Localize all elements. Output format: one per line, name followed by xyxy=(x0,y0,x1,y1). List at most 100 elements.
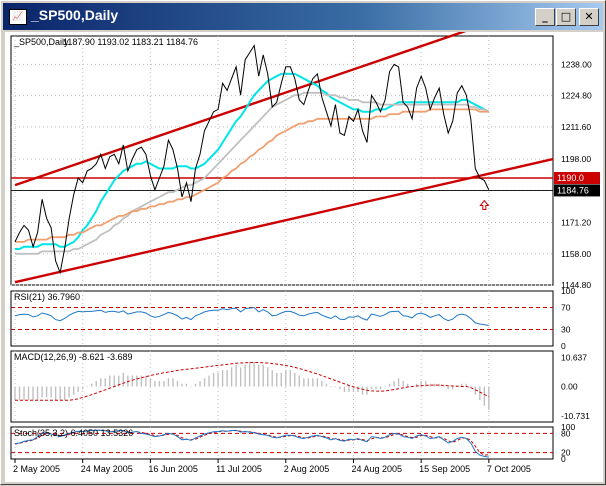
macd-histogram-bar xyxy=(461,383,463,387)
macd-histogram-bar xyxy=(257,364,260,387)
rsi-title: RSI(21) 36.7960 xyxy=(14,292,80,302)
stoch-title: Stoch(35,3,2) 6.4050 13.5326 xyxy=(14,428,133,438)
minimize-button[interactable]: _ xyxy=(535,8,555,26)
rsi-y-tick-label: 70 xyxy=(561,303,571,313)
macd-histogram-bar xyxy=(194,383,197,387)
macd-histogram-bar xyxy=(402,381,404,387)
price-close-line xyxy=(14,44,490,275)
macd-histogram-bar xyxy=(163,381,165,387)
macd-histogram-bar xyxy=(167,378,170,387)
macd-histogram-bar xyxy=(131,375,134,387)
macd-histogram-bar xyxy=(72,386,75,395)
x-tick-label: 2 May 2005 xyxy=(13,464,60,474)
macd-histogram-bar xyxy=(307,378,310,387)
trendline-1 xyxy=(14,157,554,284)
macd-histogram-bar xyxy=(122,372,125,387)
macd-histogram-bar xyxy=(339,386,341,390)
macd-histogram-bar xyxy=(208,375,210,387)
macd-histogram-bar xyxy=(185,383,188,387)
title-bar[interactable]: 📈 _SP500,Daily _ □ ✕ xyxy=(3,3,603,30)
macd-histogram-bar xyxy=(443,386,445,388)
x-tick-label: 15 Sep 2005 xyxy=(419,464,470,474)
stoch-y-tick-label: 100 xyxy=(561,422,575,432)
macd-histogram-bar xyxy=(149,378,152,387)
macd-histogram-bar xyxy=(388,383,391,387)
chart-canvas[interactable]: 1238.00 1224.80 1211.60 1198.00 1184.76 1171.… xyxy=(5,6,603,482)
macd-histogram-bar xyxy=(59,386,61,401)
macd-histogram-bar xyxy=(109,375,111,387)
macd-histogram-bar xyxy=(86,386,88,388)
hline-label-box-0 xyxy=(554,172,600,185)
x-tick-label: 7 Oct 2005 xyxy=(487,464,531,474)
macd-histogram-bar xyxy=(334,386,337,388)
price-panel-frame xyxy=(10,35,554,286)
macd-histogram-bar xyxy=(262,364,264,387)
macd-histogram-bar xyxy=(100,378,102,387)
macd-y-tick-label: -10.731 xyxy=(561,411,590,421)
x-tick-label: 11 Jul 2005 xyxy=(216,464,262,474)
macd-histogram-bar xyxy=(470,386,472,388)
macd-histogram-bar xyxy=(113,375,115,387)
macd-histogram-bar xyxy=(239,367,242,387)
macd-histogram-bar xyxy=(361,386,364,395)
price-y-tick-label: 1171.20 xyxy=(561,218,591,228)
chart-area[interactable]: 1238.00 1224.80 1211.60 1198.00 1184.76 1171.… xyxy=(5,6,603,482)
rsi-line xyxy=(14,306,489,327)
hline-label-0: 1190.0 xyxy=(557,173,584,183)
maximize-button[interactable]: □ xyxy=(556,8,576,26)
macd-histogram-bar xyxy=(253,361,255,387)
macd-histogram-bar xyxy=(285,370,287,387)
price-y-tick-label: 1198.00 xyxy=(561,154,591,164)
macd-histogram-bar xyxy=(140,375,143,387)
macd-histogram-bar xyxy=(325,383,328,387)
macd-histogram-bar xyxy=(217,372,219,387)
macd-histogram-bar xyxy=(433,383,436,387)
macd-histogram-bar xyxy=(118,375,120,387)
rsi-y-tick-label: 0 xyxy=(561,341,566,351)
macd-histogram-bar xyxy=(452,386,454,390)
macd-histogram-bar xyxy=(415,383,418,387)
macd-histogram-bar xyxy=(370,386,373,390)
stoch-panel-frame xyxy=(10,426,554,460)
macd-histogram-bar xyxy=(145,375,147,387)
macd-histogram-bar xyxy=(479,386,481,401)
macd-histogram-bar xyxy=(41,386,43,398)
macd-histogram-bar xyxy=(230,367,233,387)
macd-histogram-bar xyxy=(226,370,228,387)
macd-histogram-bar xyxy=(190,386,192,388)
price-ohlc-label: 1187.90 1193.02 1183.21 1184.76 xyxy=(63,37,198,47)
x-tick-label: 2 Aug 2005 xyxy=(284,464,330,474)
macd-histogram-bar xyxy=(438,383,440,387)
macd-histogram-bar xyxy=(158,381,161,387)
macd-histogram-bar xyxy=(384,386,386,388)
macd-histogram-bar xyxy=(316,378,319,387)
macd-histogram-bar xyxy=(127,375,129,387)
macd-histogram-bar xyxy=(176,381,179,387)
rsi-panel-frame xyxy=(10,290,554,347)
macd-histogram-bar xyxy=(235,364,237,387)
stoch-y-tick-label: 0 xyxy=(561,454,566,464)
macd-histogram-bar xyxy=(488,386,490,410)
x-tick-label: 24 May 2005 xyxy=(81,464,133,474)
macd-histogram-bar xyxy=(420,381,422,387)
rsi-y-tick-label: 30 xyxy=(561,325,571,335)
x-tick-label: 16 Jun 2005 xyxy=(148,464,198,474)
macd-histogram-bar xyxy=(45,386,48,398)
macd-histogram-bar xyxy=(348,386,350,392)
macd-histogram-bar xyxy=(181,383,183,387)
macd-histogram-bar xyxy=(294,372,296,387)
macd-histogram-bar xyxy=(474,386,477,395)
macd-histogram-bar xyxy=(81,386,84,390)
macd-histogram-bar xyxy=(221,370,224,387)
macd-histogram-bar xyxy=(199,381,201,387)
macd-histogram-bar xyxy=(321,381,323,387)
macd-title: MACD(12,26,9) -8.621 -3.689 xyxy=(14,352,133,362)
macd-histogram-bar xyxy=(18,386,21,401)
close-button[interactable]: ✕ xyxy=(579,8,599,26)
macd-histogram-bar xyxy=(483,386,486,406)
price-y-tick-label: 1224.80 xyxy=(561,91,592,101)
stoch-y-tick-label: 80 xyxy=(561,428,571,438)
macd-histogram-bar xyxy=(27,386,30,401)
macd-histogram-bar xyxy=(36,386,39,401)
